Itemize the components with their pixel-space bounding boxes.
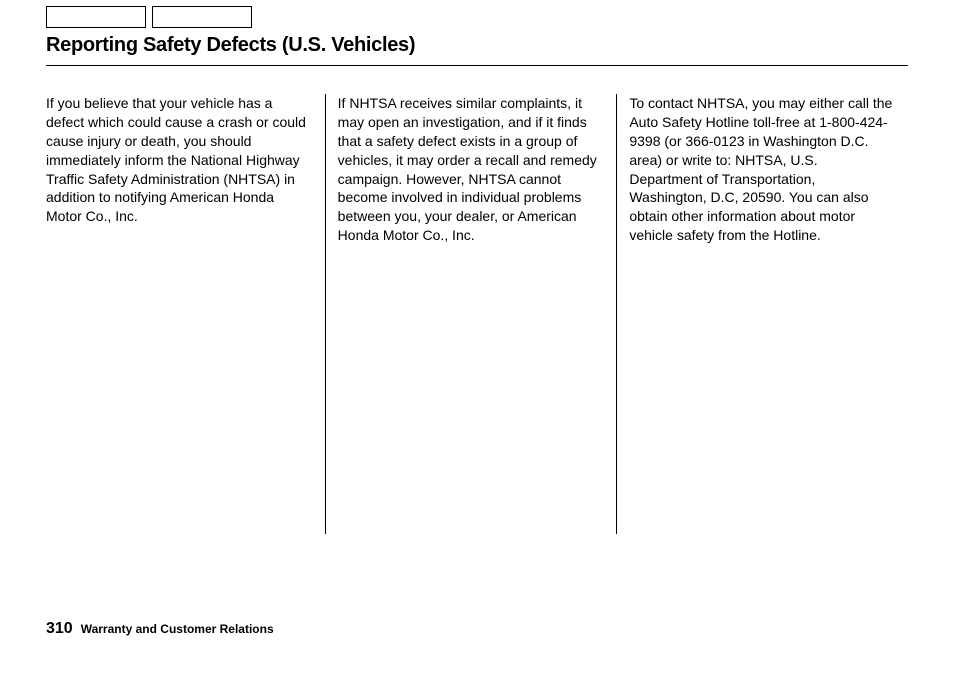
columns-container: If you believe that your vehicle has a d… [46, 94, 908, 534]
nav-button-next[interactable] [152, 6, 252, 28]
page-title: Reporting Safety Defects (U.S. Vehicles) [46, 34, 908, 66]
column-2-text: If NHTSA receives similar com­plaints, i… [338, 94, 603, 245]
page-number: 310 [46, 620, 73, 638]
column-3-text: To contact NHTSA, you may either call th… [629, 94, 894, 245]
page-container: Reporting Safety Defects (U.S. Vehicles)… [0, 34, 954, 534]
column-1-text: If you believe that your vehicle has a d… [46, 94, 311, 226]
column-1: If you believe that your vehicle has a d… [46, 94, 326, 534]
page-footer: 310 Warranty and Customer Relations [46, 620, 274, 638]
nav-buttons-container [0, 0, 954, 34]
footer-label: Warranty and Customer Relations [81, 622, 274, 636]
column-3: To contact NHTSA, you may either call th… [617, 94, 908, 534]
column-2: If NHTSA receives similar com­plaints, i… [326, 94, 618, 534]
nav-button-prev[interactable] [46, 6, 146, 28]
